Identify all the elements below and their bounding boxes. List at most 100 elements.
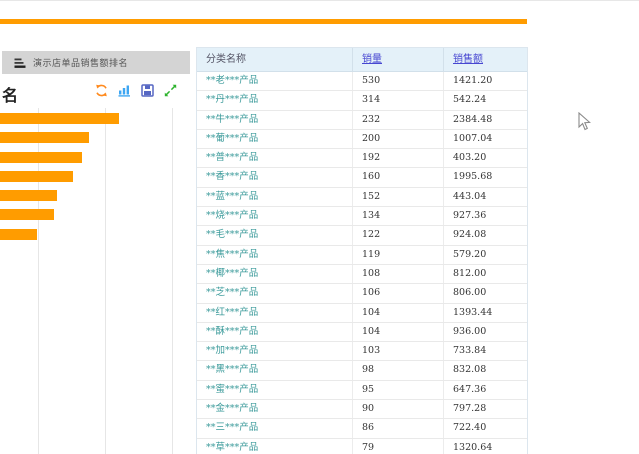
table-body: **老***产品 530 1421.20 **丹***产品 314 542.24… <box>197 72 527 454</box>
cell-category: **红***产品 <box>197 303 353 322</box>
cell-amount: 733.84 <box>453 345 487 357</box>
table-row[interactable]: **酥***产品 104 936.00 <box>197 322 527 343</box>
table-row[interactable]: **加***产品 103 733.84 <box>197 342 527 362</box>
chart-toolbar <box>95 84 177 97</box>
cell-qty: 152 <box>353 187 444 207</box>
bar <box>0 170 73 182</box>
table-row[interactable]: **丹***产品 314 542.24 <box>197 91 527 111</box>
cell-qty: 134 <box>353 207 444 226</box>
table-row[interactable]: **草***产品 79 1320.64 <box>197 438 527 454</box>
chart-title-partial: 名 <box>2 86 19 105</box>
cell-qty: 314 <box>353 91 444 110</box>
cell-amount: 403.20 <box>453 152 487 164</box>
cell-qty: 98 <box>353 361 444 380</box>
cell-amount: 832.08 <box>453 364 487 376</box>
cell-category: **蓝***产品 <box>197 187 353 207</box>
table-row[interactable]: **普***产品 192 403.20 <box>197 149 527 169</box>
cell-category: **三***产品 <box>197 419 353 438</box>
cell-qty: 232 <box>353 110 444 129</box>
table-row[interactable]: **葡***产品 200 1007.04 <box>197 129 527 150</box>
cell-amount: 722.40 <box>453 422 487 434</box>
cell-amount: 1421.20 <box>453 75 493 86</box>
cell-category: **老***产品 <box>197 72 353 91</box>
cell-category: **葡***产品 <box>197 129 353 149</box>
cell-amount: 1393.44 <box>453 306 493 318</box>
table-row[interactable]: **老***产品 530 1421.20 <box>197 72 527 92</box>
cell-qty: 106 <box>353 284 444 303</box>
expand-icon[interactable] <box>164 84 177 97</box>
chart-gridline <box>172 108 173 454</box>
cell-amount: 579.20 <box>453 248 487 260</box>
cell-amount: 1007.04 <box>453 132 493 144</box>
cell-category: **金***产品 <box>197 400 353 419</box>
chart-gridline <box>105 108 106 454</box>
table-row[interactable]: **椰***产品 108 812.00 <box>197 264 527 285</box>
cell-qty: 192 <box>353 149 444 168</box>
table-row[interactable]: **三***产品 86 722.40 <box>197 419 527 439</box>
cell-amount: 924.08 <box>453 229 487 241</box>
bar <box>0 190 57 202</box>
save-icon[interactable] <box>141 84 154 97</box>
cell-category: **牛***产品 <box>197 110 353 129</box>
cell-qty: 122 <box>353 226 444 245</box>
cell-category: **焦***产品 <box>197 245 353 264</box>
cell-qty: 103 <box>353 342 444 361</box>
table-row[interactable]: **香***产品 160 1995.68 <box>197 168 527 188</box>
cell-amount: 542.24 <box>453 94 487 106</box>
chart-widget: 演示店单品销售额排名 名 <box>0 0 191 454</box>
cell-qty: 86 <box>353 419 444 438</box>
cell-category: **酥***产品 <box>197 322 353 342</box>
cell-qty: 104 <box>353 322 444 342</box>
bar <box>0 228 37 240</box>
table-row[interactable]: **毛***产品 122 924.08 <box>197 226 527 246</box>
table-row[interactable]: **金***产品 90 797.28 <box>197 400 527 420</box>
top-hairline <box>0 0 639 1</box>
cell-category: **黑***产品 <box>197 361 353 380</box>
cell-category: **加***产品 <box>197 342 353 361</box>
bar <box>0 151 82 163</box>
table-row[interactable]: **蜜***产品 95 647.36 <box>197 380 527 401</box>
cell-amount: 443.04 <box>453 190 487 202</box>
ranking-list-icon <box>14 58 26 68</box>
column-header-category: 分类名称 <box>197 48 353 71</box>
bar-chart-icon[interactable] <box>118 84 131 97</box>
cell-qty: 108 <box>353 264 444 284</box>
bar <box>0 209 54 221</box>
cell-category: **芝***产品 <box>197 284 353 303</box>
table-row[interactable]: **黑***产品 98 832.08 <box>197 361 527 381</box>
cell-qty: 104 <box>353 303 444 322</box>
cell-amount: 1995.68 <box>453 171 493 183</box>
table-header-row: 分类名称 销量 销售额 <box>197 48 527 72</box>
cell-amount: 797.28 <box>453 403 487 415</box>
cell-qty: 200 <box>353 129 444 149</box>
column-header-qty-sort-link[interactable]: 销量 <box>353 48 444 71</box>
widget-header: 演示店单品销售额排名 <box>2 51 190 74</box>
cell-amount: 1320.64 <box>453 441 493 453</box>
cell-amount: 812.00 <box>453 267 487 279</box>
table-row[interactable]: **烧***产品 134 927.36 <box>197 207 527 227</box>
cell-category: **草***产品 <box>197 438 353 454</box>
top-accent-bar <box>0 19 527 24</box>
cell-qty: 95 <box>353 380 444 400</box>
cell-qty: 119 <box>353 245 444 264</box>
cell-amount: 2384.48 <box>453 113 493 125</box>
cell-category: **蜜***产品 <box>197 380 353 400</box>
bar-chart[interactable] <box>0 108 191 454</box>
column-header-amount-sort-link[interactable]: 销售额 <box>453 54 483 65</box>
cell-category: **丹***产品 <box>197 91 353 110</box>
table-row[interactable]: **牛***产品 232 2384.48 <box>197 110 527 130</box>
table-row[interactable]: **红***产品 104 1393.44 <box>197 303 527 323</box>
cell-category: **毛***产品 <box>197 226 353 245</box>
cell-category: **烧***产品 <box>197 207 353 226</box>
cell-amount: 806.00 <box>453 287 487 299</box>
refresh-icon[interactable] <box>95 84 108 97</box>
cell-qty: 90 <box>353 400 444 419</box>
cell-amount: 927.36 <box>453 210 487 222</box>
cell-amount: 647.36 <box>453 383 487 395</box>
cell-qty: 160 <box>353 168 444 187</box>
table-row[interactable]: **焦***产品 119 579.20 <box>197 245 527 265</box>
table-row[interactable]: **芝***产品 106 806.00 <box>197 284 527 304</box>
table-row[interactable]: **蓝***产品 152 443.04 <box>197 187 527 208</box>
bar <box>0 132 89 144</box>
widget-title: 演示店单品销售额排名 <box>33 59 129 69</box>
